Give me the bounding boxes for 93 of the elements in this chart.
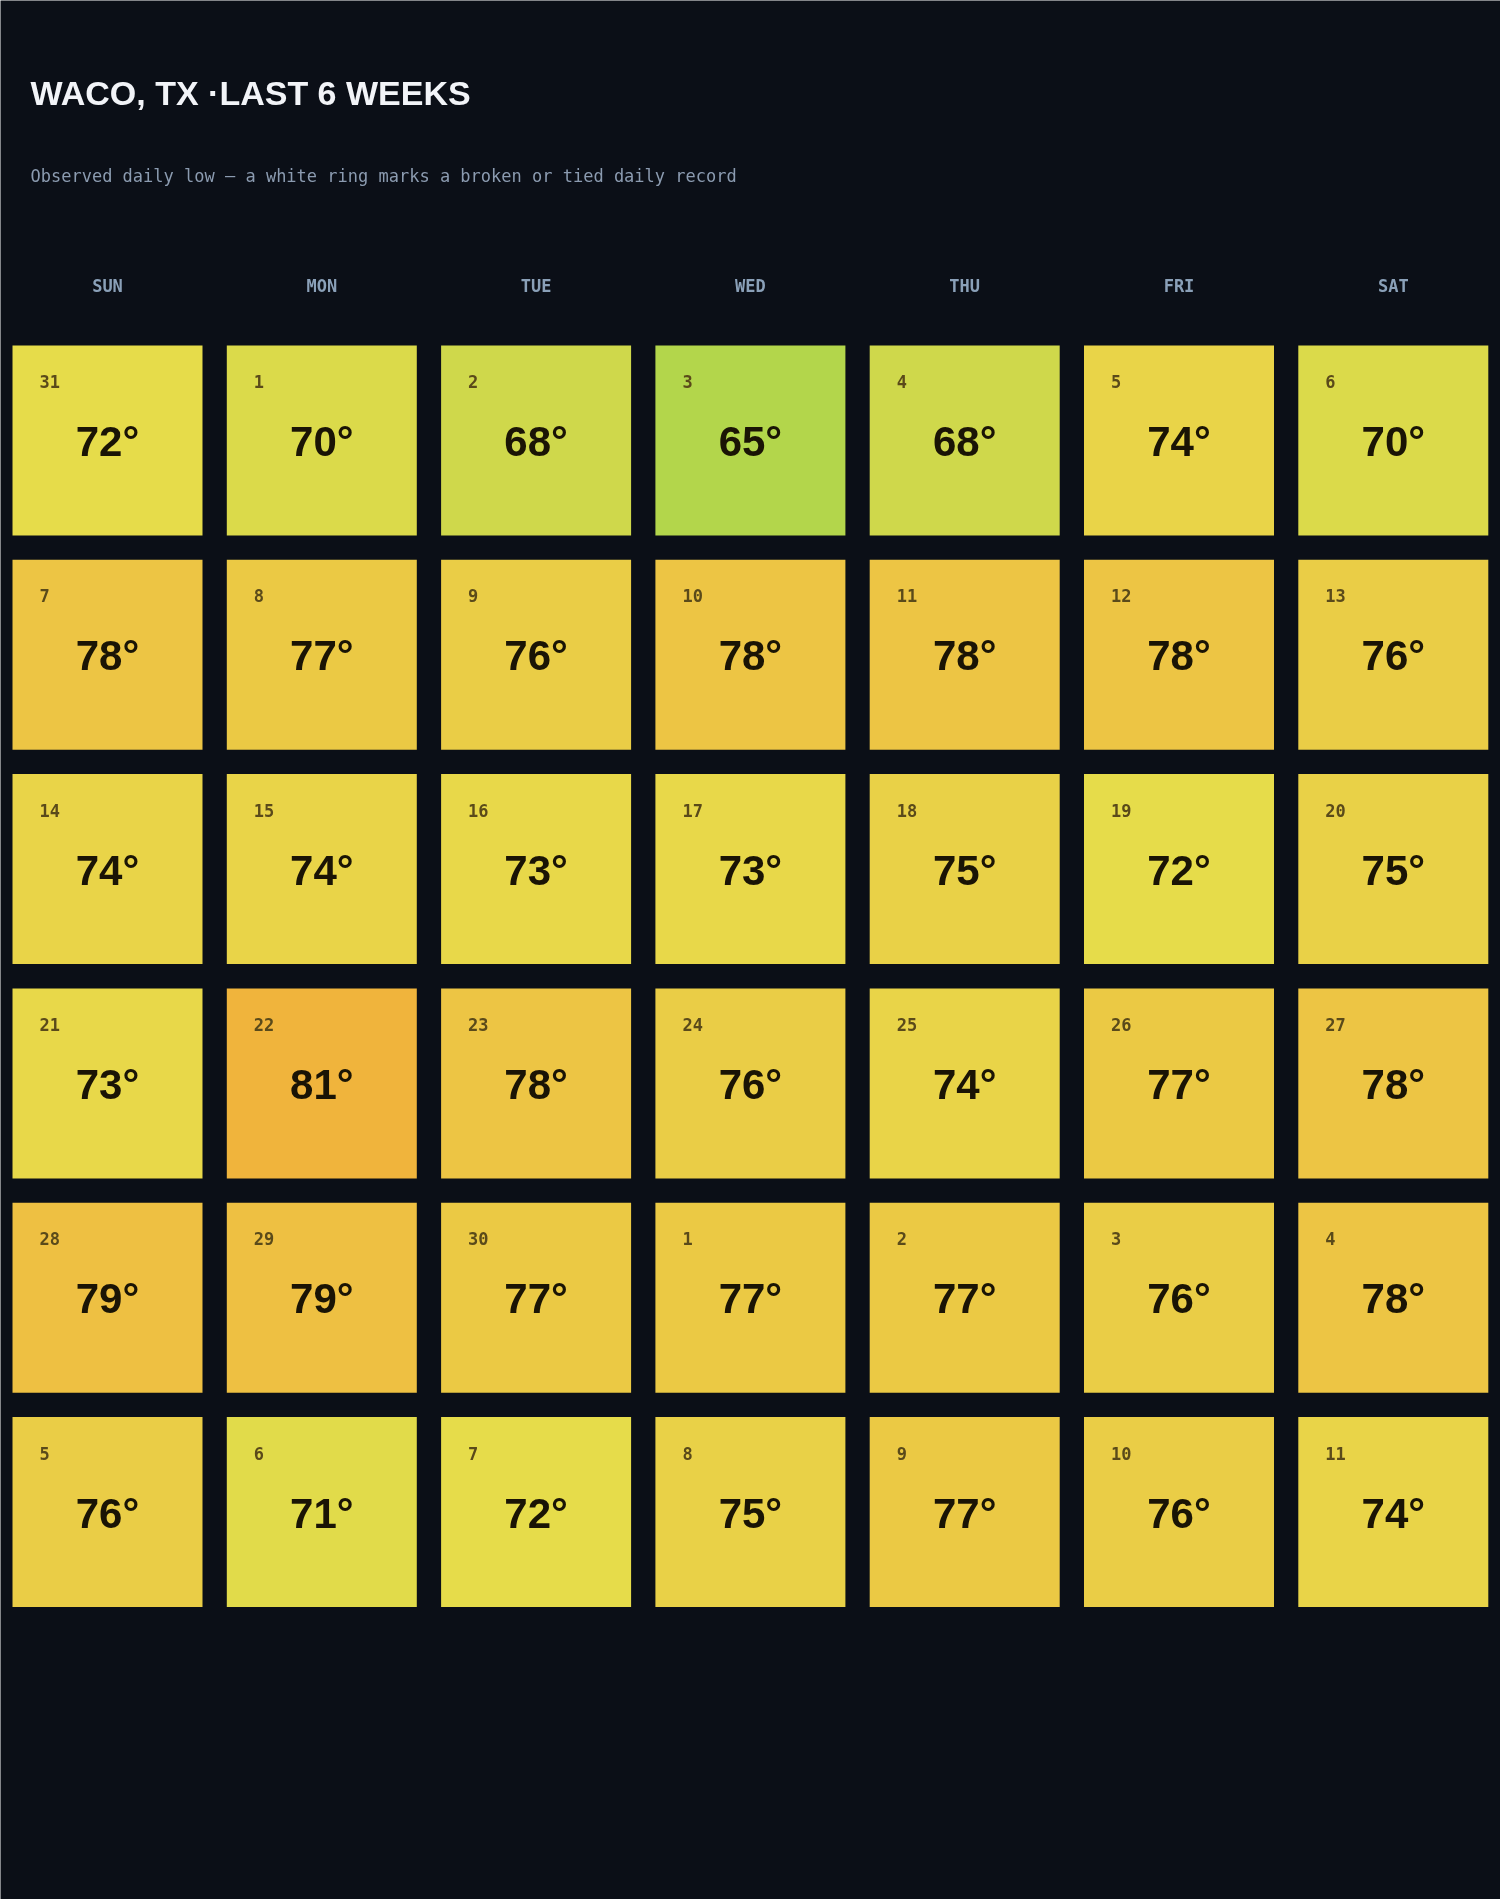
data-label: 72°	[1147, 846, 1211, 894]
data-label: 77°	[932, 1489, 997, 1537]
annotation: 19	[1111, 800, 1132, 821]
annotation: 13	[1325, 586, 1346, 607]
annotation: 1	[253, 372, 265, 392]
annotation: 9	[468, 586, 479, 607]
annotation: 6	[1325, 372, 1336, 392]
data-label: 79°	[75, 1275, 140, 1323]
data-label: 76°	[504, 632, 568, 680]
annotation: 10	[682, 586, 703, 607]
data-label: 76°	[718, 1060, 783, 1108]
annotation: 10	[1111, 1443, 1132, 1464]
annotation: 14	[39, 800, 60, 821]
data-label: 70°	[1361, 418, 1426, 465]
chart-title: WACO, TX ·LAST 6 WEEKS	[30, 73, 471, 112]
annotation: 5	[39, 1443, 50, 1464]
annotation: 4	[896, 372, 907, 392]
data-label: 74°	[1361, 1489, 1426, 1537]
annotation: 22	[253, 1014, 275, 1035]
data-label: 72°	[75, 418, 140, 465]
data-label: 81°	[290, 1060, 354, 1108]
data-label: 74°	[75, 846, 140, 894]
annotation: 15	[253, 800, 275, 821]
annotation: 7	[39, 586, 50, 607]
x-tick-label: SUN	[92, 275, 123, 296]
data-label: 73°	[75, 1060, 140, 1108]
annotation: 3	[1111, 1229, 1122, 1250]
chart-subtitle: Observed daily low — a white ring marks a broken or tied daily record	[30, 165, 737, 186]
data-label: 70°	[290, 418, 354, 465]
data-label: 78°	[504, 1060, 568, 1108]
annotation: 20	[1325, 800, 1346, 821]
data-label: 77°	[718, 1275, 783, 1323]
data-label: 74°	[1147, 418, 1211, 465]
annotation: 6	[253, 1443, 265, 1464]
annotation: 18	[896, 800, 918, 821]
data-label: 78°	[1147, 632, 1211, 680]
annotation: 11	[1325, 1443, 1346, 1464]
annotation: 21	[39, 1014, 60, 1035]
x-tick-label: THU	[949, 275, 981, 296]
data-label: 68°	[504, 418, 568, 465]
annotation: 1	[682, 1229, 693, 1250]
annotation: 8	[682, 1443, 693, 1464]
annotation: 17	[682, 800, 703, 821]
data-label: 76°	[1361, 632, 1426, 680]
annotation: 24	[682, 1014, 703, 1035]
data-label: 79°	[290, 1275, 354, 1323]
annotation: 2	[896, 1229, 907, 1250]
data-label: 76°	[1147, 1275, 1211, 1323]
data-label: 78°	[1361, 1275, 1426, 1323]
data-label: 77°	[1147, 1060, 1211, 1108]
x-tick-label: SAT	[1377, 275, 1409, 296]
annotation: 2	[468, 372, 479, 392]
annotation: 7	[468, 1443, 479, 1464]
data-label: 75°	[718, 1489, 783, 1537]
annotation: 16	[468, 800, 489, 821]
data-label: 65°	[718, 418, 783, 465]
x-tick-label: FRI	[1163, 275, 1195, 296]
annotation: 11	[896, 586, 918, 607]
annotation: 25	[896, 1014, 918, 1035]
annotation: 28	[39, 1229, 60, 1250]
x-tick-label: MON	[306, 275, 338, 296]
data-label: 74°	[932, 1060, 997, 1108]
annotation: 5	[1111, 372, 1122, 392]
data-label: 77°	[290, 632, 354, 680]
data-label: 75°	[932, 846, 997, 894]
data-label: 78°	[75, 632, 140, 680]
x-tick-label: WED	[735, 275, 766, 296]
data-label: 71°	[290, 1489, 354, 1537]
data-label: 73°	[718, 846, 783, 894]
data-label: 78°	[1361, 1060, 1426, 1108]
data-label: 76°	[1147, 1489, 1211, 1537]
x-tick-label: TUE	[520, 275, 552, 296]
annotation: 3	[682, 372, 693, 392]
annotation: 12	[1111, 586, 1132, 607]
annotation: 27	[1325, 1014, 1346, 1035]
data-label: 68°	[932, 418, 997, 465]
data-label: 72°	[504, 1489, 568, 1537]
annotation: 30	[468, 1229, 489, 1250]
data-label: 78°	[718, 632, 783, 680]
data-label: 75°	[1361, 846, 1426, 894]
annotation: 4	[1325, 1229, 1336, 1250]
annotation: 26	[1111, 1014, 1132, 1035]
data-label: 74°	[290, 846, 354, 894]
data-label: 73°	[504, 846, 568, 894]
data-label: 76°	[75, 1489, 140, 1537]
annotation: 29	[253, 1229, 275, 1250]
annotation: 8	[253, 586, 265, 607]
annotation: 9	[896, 1443, 907, 1464]
data-label: 77°	[932, 1275, 997, 1323]
annotation: 23	[468, 1014, 489, 1035]
data-label: 78°	[932, 632, 997, 680]
data-label: 77°	[504, 1275, 568, 1323]
annotation: 31	[39, 372, 60, 392]
